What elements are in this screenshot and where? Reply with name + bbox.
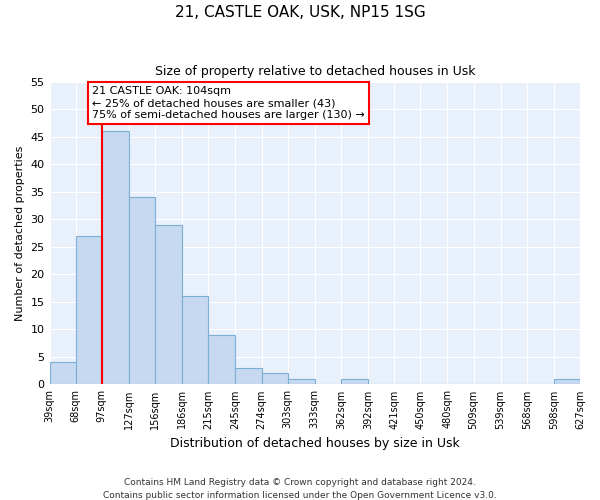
X-axis label: Distribution of detached houses by size in Usk: Distribution of detached houses by size … bbox=[170, 437, 460, 450]
Bar bbox=[554, 379, 580, 384]
Bar bbox=[155, 225, 182, 384]
Bar bbox=[262, 374, 288, 384]
Text: Contains HM Land Registry data © Crown copyright and database right 2024.
Contai: Contains HM Land Registry data © Crown c… bbox=[103, 478, 497, 500]
Bar bbox=[288, 379, 315, 384]
Bar bbox=[50, 362, 76, 384]
Bar bbox=[129, 198, 155, 384]
Title: Size of property relative to detached houses in Usk: Size of property relative to detached ho… bbox=[155, 65, 475, 78]
Bar bbox=[102, 132, 129, 384]
Text: 21, CASTLE OAK, USK, NP15 1SG: 21, CASTLE OAK, USK, NP15 1SG bbox=[175, 5, 425, 20]
Text: 21 CASTLE OAK: 104sqm
← 25% of detached houses are smaller (43)
75% of semi-deta: 21 CASTLE OAK: 104sqm ← 25% of detached … bbox=[92, 86, 365, 120]
Bar bbox=[76, 236, 102, 384]
Bar bbox=[235, 368, 262, 384]
Bar bbox=[341, 379, 368, 384]
Y-axis label: Number of detached properties: Number of detached properties bbox=[15, 146, 25, 321]
Bar bbox=[182, 296, 208, 384]
Bar bbox=[208, 335, 235, 384]
